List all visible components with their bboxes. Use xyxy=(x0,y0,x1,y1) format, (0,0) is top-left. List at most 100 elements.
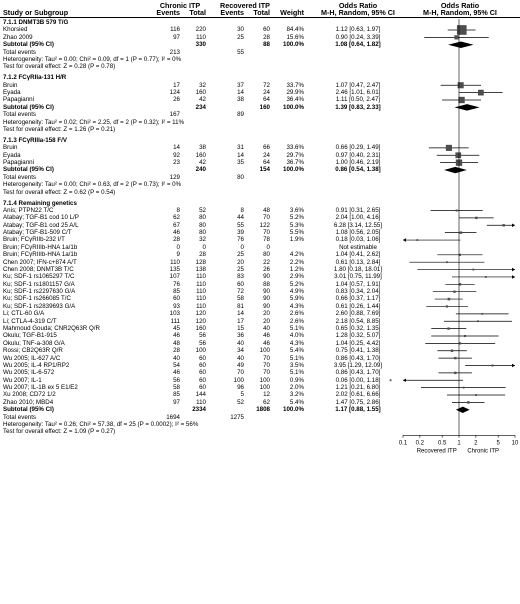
ci-arrow-left xyxy=(403,378,406,383)
header-or-col: Odds Ratio xyxy=(338,1,378,10)
events-recovered: 81 xyxy=(237,302,244,310)
header-study: Study or Subgroup xyxy=(3,8,69,17)
total-events-recovered: 89 xyxy=(237,111,244,119)
subtotal-diamond xyxy=(444,166,467,174)
total-chronic: 28 xyxy=(199,251,206,259)
events-recovered: 52 xyxy=(237,398,244,406)
events-recovered: 70 xyxy=(237,369,244,377)
events-recovered: 40 xyxy=(237,354,244,362)
total-chronic: 60 xyxy=(199,369,206,377)
study-point xyxy=(463,334,467,338)
subgroup-title: 7.1.1 DNMT3B 579 T/G xyxy=(3,19,69,26)
events-recovered: 96 xyxy=(237,384,244,392)
total-events-label: Total events xyxy=(3,173,37,181)
study-point xyxy=(478,89,484,96)
study-weight: 5.9% xyxy=(289,295,304,303)
total-recovered: 12 xyxy=(263,391,270,399)
events-recovered: 14 xyxy=(237,151,244,159)
study-weight: 36.7% xyxy=(286,159,304,167)
events-chronic: 46 xyxy=(173,332,180,340)
total-chronic: 56 xyxy=(199,339,206,347)
events-chronic: 135 xyxy=(169,265,180,273)
study-name: Anis; PTPN22 T/C xyxy=(3,206,54,214)
total-chronic: 42 xyxy=(199,159,206,167)
study-weight: 2.2% xyxy=(289,258,304,266)
subtotal-label: Subtotal (95% CI) xyxy=(3,406,54,414)
study-weight: 2.6% xyxy=(289,317,304,325)
subtotal-or-ci: 1.39 [0.83, 2.33] xyxy=(335,103,381,111)
subtotal-total-chronic: 240 xyxy=(195,166,206,174)
heterogeneity: Heterogeneity: Tau² = 0.00; Chi² = 0.63,… xyxy=(3,181,182,189)
study-name: Papagianni xyxy=(3,96,34,104)
events-recovered: 14 xyxy=(237,89,244,97)
total-events-recovered: 80 xyxy=(237,173,244,181)
total-chronic: 100 xyxy=(195,347,206,355)
total-chronic: 110 xyxy=(196,398,206,406)
subtotal-total-recovered: 1808 xyxy=(256,406,270,414)
total-events-recovered: 1275 xyxy=(230,413,244,421)
total-recovered: 46 xyxy=(263,332,270,340)
ci-arrow-right xyxy=(512,275,515,279)
events-recovered: 31 xyxy=(237,144,244,152)
total-recovered: 48 xyxy=(263,206,270,214)
total-recovered: 78 xyxy=(263,236,270,244)
study-name: Bruin xyxy=(3,144,18,152)
ci-arrow-right xyxy=(512,363,515,368)
subtotal-total-chronic: 330 xyxy=(195,41,206,49)
study-point xyxy=(454,35,459,40)
study-name: Li; CTL-60 G/A xyxy=(3,310,45,318)
events-recovered: 34 xyxy=(237,347,244,355)
total-events-label: Total events xyxy=(3,413,37,421)
study-name: Bruin; FCγRIIIb-HNA 1a/1b xyxy=(3,243,78,251)
study-point xyxy=(467,401,470,404)
study-name: Atabay; TGF-B1 cod 10 L/P xyxy=(3,214,79,222)
study-or-ci: Not estimable xyxy=(339,243,377,251)
study-name: Papagianni xyxy=(3,159,34,167)
subtotal-weight: 100.0% xyxy=(283,103,304,111)
events-chronic: 14 xyxy=(173,144,180,152)
subtotal-or-ci: 1.17 [0.88, 1.55] xyxy=(335,406,381,414)
study-point xyxy=(454,371,457,375)
total-recovered: 0 xyxy=(266,243,270,251)
study-point xyxy=(455,209,458,212)
study-or-ci: 0.97 [0.40, 2.31] xyxy=(335,151,381,159)
study-name: Okulu; TGF-B1-915 xyxy=(3,332,57,340)
events-chronic: 40 xyxy=(173,354,180,362)
ci-arrow-left xyxy=(403,238,406,242)
study-weight: 5.5% xyxy=(289,229,304,237)
subtotal-label: Subtotal (95% CI) xyxy=(3,41,54,49)
events-recovered: 25 xyxy=(237,265,244,273)
study-point xyxy=(416,239,419,241)
study-or-ci: 2.04 [1.00, 4.16] xyxy=(335,214,381,222)
total-events-label: Total events xyxy=(3,48,37,56)
study-weight: 29.9% xyxy=(286,89,304,97)
study-point xyxy=(445,305,449,308)
events-chronic: 103 xyxy=(169,310,180,318)
study-weight: 5.1% xyxy=(289,369,304,377)
study-name: Atabay; TGF-B1 cod 25 A/L xyxy=(3,221,79,229)
study-weight: 5.2% xyxy=(289,280,304,288)
study-point xyxy=(458,253,462,256)
study-name: Ku; SDF-1 rs266085 T/C xyxy=(3,295,71,303)
subtotal-diamond xyxy=(454,104,480,111)
events-recovered: 20 xyxy=(237,258,244,266)
study-point xyxy=(454,356,457,360)
events-chronic: 111 xyxy=(170,317,180,325)
total-chronic: 110 xyxy=(196,273,206,281)
study-weight: 33.7% xyxy=(286,81,304,89)
events-recovered: 38 xyxy=(237,96,244,104)
total-chronic: 42 xyxy=(199,96,206,104)
study-name: Bruin; FCγRIIb-232 I/T xyxy=(3,236,65,244)
study-point xyxy=(458,283,462,286)
study-point xyxy=(477,320,479,323)
study-point xyxy=(472,268,475,271)
subtotal-label: Subtotal (95% CI) xyxy=(3,103,54,111)
events-chronic: 46 xyxy=(173,229,180,237)
events-chronic: 92 xyxy=(173,151,180,159)
events-recovered: 58 xyxy=(237,295,244,303)
subgroup-title: 7.1.4 Remaining genetics xyxy=(3,199,77,207)
header-total-2: Total xyxy=(253,8,270,17)
events-chronic: 85 xyxy=(173,288,180,296)
subtotal-total-chronic: 2334 xyxy=(192,406,206,414)
subtotal-weight: 100.0% xyxy=(283,41,304,49)
